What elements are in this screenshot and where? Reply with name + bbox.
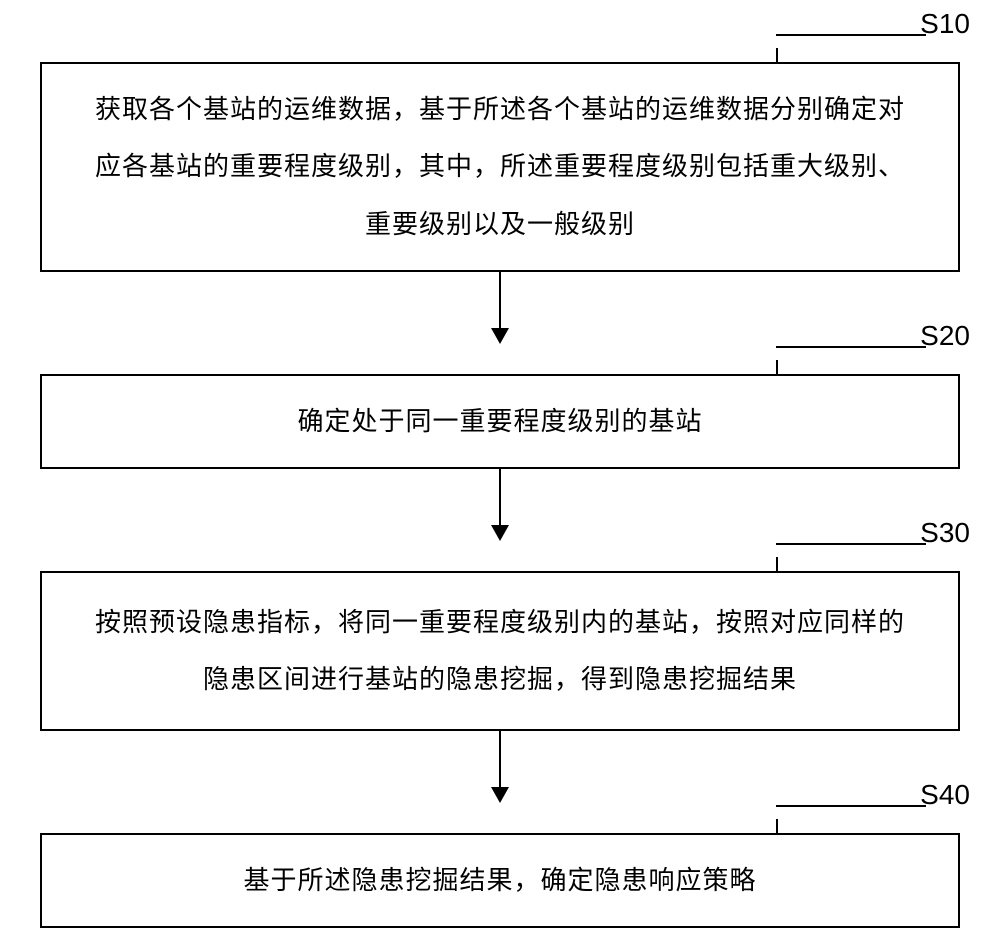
- step-box-s40: 基于所述隐患挖掘结果，确定隐患响应策略: [40, 833, 960, 928]
- step-box-s10: 获取各个基站的运维数据，基于所述各个基站的运维数据分别确定对应各基站的重要程度级…: [40, 62, 960, 272]
- step-text-s10: 获取各个基站的运维数据，基于所述各个基站的运维数据分别确定对应各基站的重要程度级…: [82, 81, 918, 253]
- leader-vline-s20: [776, 360, 778, 374]
- step-label-s10: S10: [920, 8, 970, 40]
- leader-vline-s40: [776, 819, 778, 833]
- leader-hline-s10: [776, 34, 926, 36]
- step-label-s30: S30: [920, 517, 970, 549]
- arrow-s30-s40: [40, 731, 960, 801]
- flowchart-container: S10 获取各个基站的运维数据，基于所述各个基站的运维数据分别确定对应各基站的重…: [40, 20, 960, 928]
- step-box-s30: 按照预设隐患指标，将同一重要程度级别内的基站，按照对应同样的隐患区间进行基站的隐…: [40, 571, 960, 731]
- leader-vline-s10: [776, 48, 778, 62]
- leader-hline-s20: [776, 346, 926, 348]
- step-text-s20: 确定处于同一重要程度级别的基站: [297, 393, 702, 450]
- arrow-s10-s20: [40, 272, 960, 342]
- leader-hline-s40: [776, 805, 926, 807]
- leader-hline-s30: [776, 543, 926, 545]
- step-box-s20: 确定处于同一重要程度级别的基站: [40, 374, 960, 469]
- step-text-s40: 基于所述隐患挖掘结果，确定隐患响应策略: [243, 852, 756, 909]
- step-label-s40: S40: [920, 779, 970, 811]
- arrow-s20-s30: [40, 469, 960, 539]
- leader-vline-s30: [776, 557, 778, 571]
- step-text-s30: 按照预设隐患指标，将同一重要程度级别内的基站，按照对应同样的隐患区间进行基站的隐…: [82, 594, 918, 708]
- step-label-s20: S20: [920, 320, 970, 352]
